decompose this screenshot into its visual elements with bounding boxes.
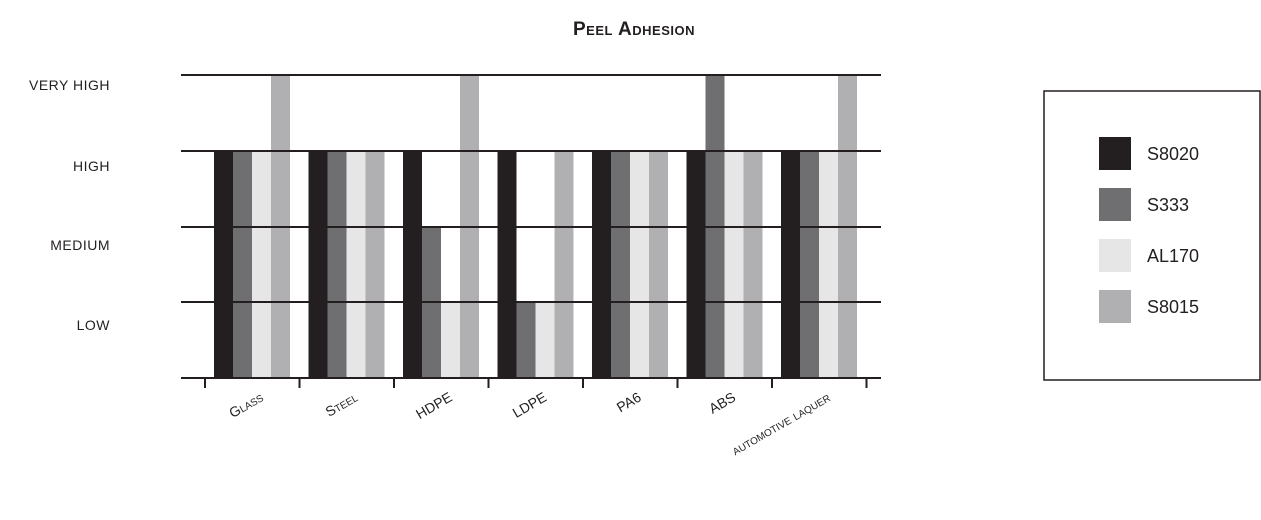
- legend-label: S8015: [1147, 297, 1199, 317]
- y-tick-label: HIGH: [73, 158, 110, 174]
- bar: [554, 151, 574, 378]
- y-tick-label: VERY HIGH: [29, 77, 110, 93]
- bar: [800, 151, 819, 378]
- bar: [497, 151, 517, 378]
- bar: [743, 151, 763, 378]
- x-tick-label: Steel: [322, 389, 360, 420]
- bar: [611, 151, 630, 378]
- legend-swatch: [1099, 137, 1131, 170]
- bar: [649, 151, 668, 378]
- bar: [346, 151, 366, 378]
- legend-label: S8020: [1147, 144, 1199, 164]
- bar: [724, 151, 744, 378]
- bar: [592, 151, 611, 378]
- chart-title: Peel Adhesion: [573, 19, 695, 40]
- bar: [535, 302, 555, 378]
- x-tick-label: PA6: [614, 389, 644, 416]
- bar: [516, 302, 536, 378]
- legend-swatch: [1099, 290, 1131, 323]
- x-tick-label: LDPE: [510, 389, 550, 421]
- bar: [214, 151, 233, 378]
- bar: [233, 151, 252, 378]
- gridlines: [181, 74, 881, 303]
- bar: [630, 151, 649, 378]
- legend-swatch: [1099, 239, 1131, 272]
- x-tick-label: Glass: [226, 389, 266, 421]
- legend-box: [1043, 90, 1261, 381]
- bar: [781, 151, 800, 378]
- legend-label: S333: [1147, 195, 1189, 215]
- bar: [819, 151, 838, 378]
- bar: [365, 151, 385, 378]
- x-tick-label: ABS: [706, 389, 738, 417]
- y-tick-labels: LOW MEDIUM HIGH VERY HIGH: [29, 77, 110, 333]
- x-axis: [181, 377, 881, 388]
- bar: [308, 151, 328, 378]
- x-tick-label: HDPE: [413, 389, 455, 422]
- x-tick-label: automotive laquer: [729, 389, 833, 458]
- y-tick-label: LOW: [77, 317, 111, 333]
- bar: [252, 151, 271, 378]
- bar: [403, 151, 422, 378]
- bar: [327, 151, 347, 378]
- y-tick-label: MEDIUM: [50, 237, 110, 253]
- legend-label: AL170: [1147, 246, 1199, 266]
- legend: S8020 S333 AL170 S8015: [1043, 90, 1261, 381]
- bar: [686, 151, 706, 378]
- bar: [441, 302, 460, 378]
- legend-swatch: [1099, 188, 1131, 221]
